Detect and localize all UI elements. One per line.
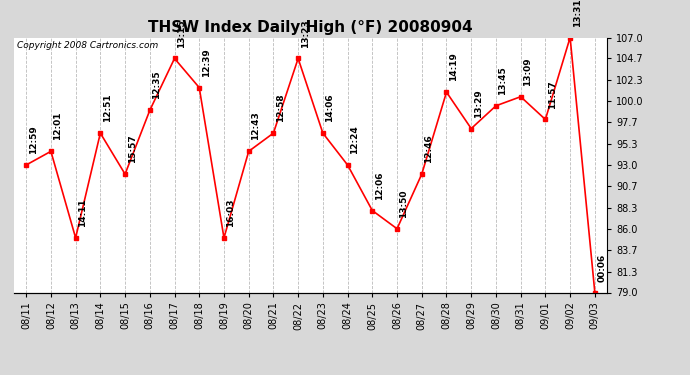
Text: 13:31: 13:31 — [573, 0, 582, 27]
Text: 14:11: 14:11 — [78, 198, 87, 227]
Text: 13:09: 13:09 — [523, 57, 532, 86]
Text: 15:57: 15:57 — [128, 134, 137, 163]
Text: 12:43: 12:43 — [251, 112, 260, 140]
Text: 14:06: 14:06 — [326, 94, 335, 122]
Text: 12:35: 12:35 — [152, 71, 161, 99]
Text: 12:06: 12:06 — [375, 171, 384, 200]
Text: 12:39: 12:39 — [201, 48, 210, 76]
Text: 12:59: 12:59 — [29, 125, 38, 154]
Text: 00:06: 00:06 — [598, 254, 607, 282]
Text: 13:29: 13:29 — [474, 89, 483, 118]
Text: 12:01: 12:01 — [53, 112, 62, 140]
Text: 12:24: 12:24 — [350, 125, 359, 154]
Text: 12:58: 12:58 — [276, 94, 285, 122]
Text: 13:15: 13:15 — [177, 19, 186, 48]
Text: 11:57: 11:57 — [548, 80, 557, 108]
Text: 12:46: 12:46 — [424, 134, 433, 163]
Title: THSW Index Daily High (°F) 20080904: THSW Index Daily High (°F) 20080904 — [148, 20, 473, 35]
Text: 13:50: 13:50 — [400, 189, 408, 218]
Text: 12:51: 12:51 — [103, 94, 112, 122]
Text: 13:45: 13:45 — [498, 66, 507, 95]
Text: 14:19: 14:19 — [449, 53, 458, 81]
Text: 13:23: 13:23 — [301, 19, 310, 48]
Text: 16:03: 16:03 — [226, 198, 235, 227]
Text: Copyright 2008 Cartronics.com: Copyright 2008 Cartronics.com — [17, 41, 158, 50]
